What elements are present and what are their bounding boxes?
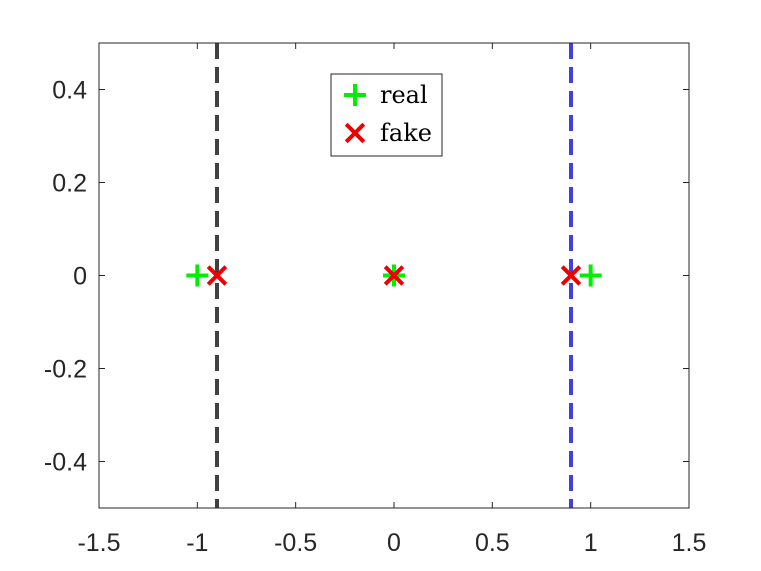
y-tick-label: -0.4 [44, 449, 87, 477]
legend-label-real: real [380, 81, 428, 109]
legend-marker-fake [344, 122, 366, 144]
x-tick-label: 1.5 [672, 529, 707, 557]
y-tick-label: 0 [73, 263, 87, 291]
fake-point [560, 265, 582, 286]
decision-lines [215, 43, 573, 508]
legend: real fake [330, 73, 443, 157]
legend-box [330, 73, 443, 157]
data-markers [186, 264, 602, 287]
real-point [186, 264, 209, 287]
real-point [579, 264, 602, 287]
y-tick-label: -0.2 [44, 356, 87, 384]
x-tick-label: 1 [584, 529, 598, 557]
x-tick-label: 0.5 [475, 529, 510, 557]
fake-point [383, 265, 405, 286]
x-tick-label: -1.5 [77, 529, 120, 557]
y-tick-label: 0.4 [52, 77, 87, 105]
x-tick-label: 0 [387, 529, 401, 557]
x-tick-label: -0.5 [274, 529, 317, 557]
legend-marker-real [344, 84, 366, 106]
y-tick-label: 0.2 [52, 170, 87, 198]
fake-point [206, 265, 228, 286]
plot-axes: -1.5 -1 -0.5 0 0.5 1 1.5 -0.4 -0.2 0 0.2 0.4 [44, 42, 707, 557]
x-tick-label: -1 [186, 529, 208, 557]
legend-label-fake: fake [380, 119, 432, 147]
